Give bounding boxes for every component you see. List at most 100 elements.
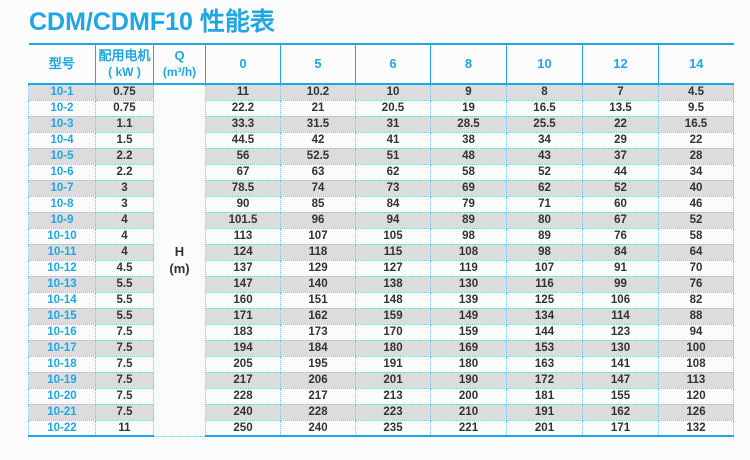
head-value-cell: 7 <box>582 83 659 101</box>
col-header-flow-8: 8 <box>430 43 507 85</box>
col-header-motor: 配用电机 ( kW ) <box>95 43 154 85</box>
model-cell: 10-19 <box>28 371 96 389</box>
model-cell: 10-6 <box>28 163 96 181</box>
model-cell: 10-15 <box>28 307 96 325</box>
model-cell: 10-11 <box>28 243 96 261</box>
head-value-cell: 46 <box>658 195 734 213</box>
table-row: 10-5 2.2 56 52.5 51 48 43 37 28 <box>28 147 734 165</box>
head-value-cell: 201 <box>506 419 583 437</box>
head-value-cell: 173 <box>280 323 356 341</box>
head-value-cell: 73 <box>355 179 431 197</box>
motor-kw-cell: 5.5 <box>95 275 154 293</box>
head-value-cell: 10.2 <box>280 83 356 101</box>
col-header-motor-line1: 配用电机 <box>98 47 151 63</box>
model-cell: 10-14 <box>28 291 96 309</box>
model-cell: 10-22 <box>28 419 96 437</box>
table-row: 10-16 7.5 183 173 170 159 144 123 94 <box>28 323 734 341</box>
head-value-cell: 115 <box>355 243 431 261</box>
head-value-cell: 190 <box>430 371 507 389</box>
head-value-cell: 22 <box>582 115 659 133</box>
head-value-cell: 8 <box>506 83 583 101</box>
head-value-cell: 34 <box>506 131 583 149</box>
head-value-cell: 132 <box>658 419 734 437</box>
table-row: 10-14 5.5 160 151 148 139 125 106 82 <box>28 291 734 309</box>
head-value-cell: 107 <box>280 227 356 245</box>
head-value-cell: 89 <box>430 211 507 229</box>
head-value-cell: 184 <box>280 339 356 357</box>
head-unit-line1: H <box>174 243 185 259</box>
head-value-cell: 43 <box>506 147 583 165</box>
head-value-cell: 58 <box>430 163 507 181</box>
head-value-cell: 171 <box>205 307 281 325</box>
motor-kw-cell: 4.5 <box>95 259 154 277</box>
head-value-cell: 100 <box>658 339 734 357</box>
model-cell: 10-17 <box>28 339 96 357</box>
head-value-cell: 123 <box>582 323 659 341</box>
head-value-cell: 205 <box>205 355 281 373</box>
motor-kw-cell: 7.5 <box>95 323 154 341</box>
head-value-cell: 144 <box>506 323 583 341</box>
head-value-cell: 79 <box>430 195 507 213</box>
head-value-cell: 183 <box>205 323 281 341</box>
head-value-cell: 71 <box>506 195 583 213</box>
head-value-cell: 217 <box>205 371 281 389</box>
head-value-cell: 13.5 <box>582 99 659 117</box>
head-value-cell: 40 <box>658 179 734 197</box>
head-value-cell: 10 <box>355 83 431 101</box>
head-value-cell: 11 <box>205 83 281 101</box>
model-cell: 10-16 <box>28 323 96 341</box>
head-value-cell: 37 <box>582 147 659 165</box>
head-value-cell: 64 <box>658 243 734 261</box>
model-cell: 10-12 <box>28 259 96 277</box>
head-value-cell: 52 <box>658 211 734 229</box>
head-value-cell: 147 <box>205 275 281 293</box>
head-value-cell: 137 <box>205 259 281 277</box>
table-body: 10-1 0.75 H (m) 11 10.2 10 9 8 7 4.5 10-2 0.75 22.2 21… <box>28 83 734 437</box>
head-value-cell: 240 <box>280 419 356 437</box>
head-value-cell: 96 <box>280 211 356 229</box>
motor-kw-cell: 1.1 <box>95 115 154 133</box>
head-value-cell: 16.5 <box>506 99 583 117</box>
head-value-cell: 210 <box>430 403 507 421</box>
head-value-cell: 67 <box>205 163 281 181</box>
head-value-cell: 42 <box>280 131 356 149</box>
head-value-cell: 162 <box>582 403 659 421</box>
model-cell: 10-18 <box>28 355 96 373</box>
col-header-flow-14: 14 <box>658 43 734 85</box>
head-value-cell: 69 <box>430 179 507 197</box>
head-value-cell: 98 <box>430 227 507 245</box>
head-value-cell: 108 <box>658 355 734 373</box>
head-value-cell: 113 <box>658 371 734 389</box>
head-value-cell: 148 <box>355 291 431 309</box>
model-cell: 10-3 <box>28 115 96 133</box>
head-value-cell: 120 <box>658 387 734 405</box>
head-value-cell: 4.5 <box>658 83 734 101</box>
head-value-cell: 70 <box>658 259 734 277</box>
motor-kw-cell: 3 <box>95 195 154 213</box>
head-value-cell: 28 <box>658 147 734 165</box>
model-cell: 10-2 <box>28 99 96 117</box>
head-value-cell: 88 <box>658 307 734 325</box>
head-value-cell: 130 <box>430 275 507 293</box>
head-value-cell: 62 <box>355 163 431 181</box>
head-value-cell: 38 <box>430 131 507 149</box>
head-value-cell: 91 <box>582 259 659 277</box>
head-value-cell: 52 <box>582 179 659 197</box>
head-value-cell: 134 <box>506 307 583 325</box>
head-value-cell: 29 <box>582 131 659 149</box>
motor-kw-cell: 2.2 <box>95 147 154 165</box>
head-value-cell: 191 <box>355 355 431 373</box>
table-row: 10-15 5.5 171 162 159 149 134 114 88 <box>28 307 734 325</box>
model-cell: 10-9 <box>28 211 96 229</box>
col-header-flow: Q (m³/h) <box>153 43 206 85</box>
head-value-cell: 124 <box>205 243 281 261</box>
head-value-cell: 90 <box>205 195 281 213</box>
model-cell: 10-5 <box>28 147 96 165</box>
head-value-cell: 118 <box>280 243 356 261</box>
motor-kw-cell: 5.5 <box>95 307 154 325</box>
motor-kw-cell: 4 <box>95 211 154 229</box>
head-value-cell: 52 <box>506 163 583 181</box>
head-value-cell: 113 <box>205 227 281 245</box>
head-value-cell: 34 <box>658 163 734 181</box>
